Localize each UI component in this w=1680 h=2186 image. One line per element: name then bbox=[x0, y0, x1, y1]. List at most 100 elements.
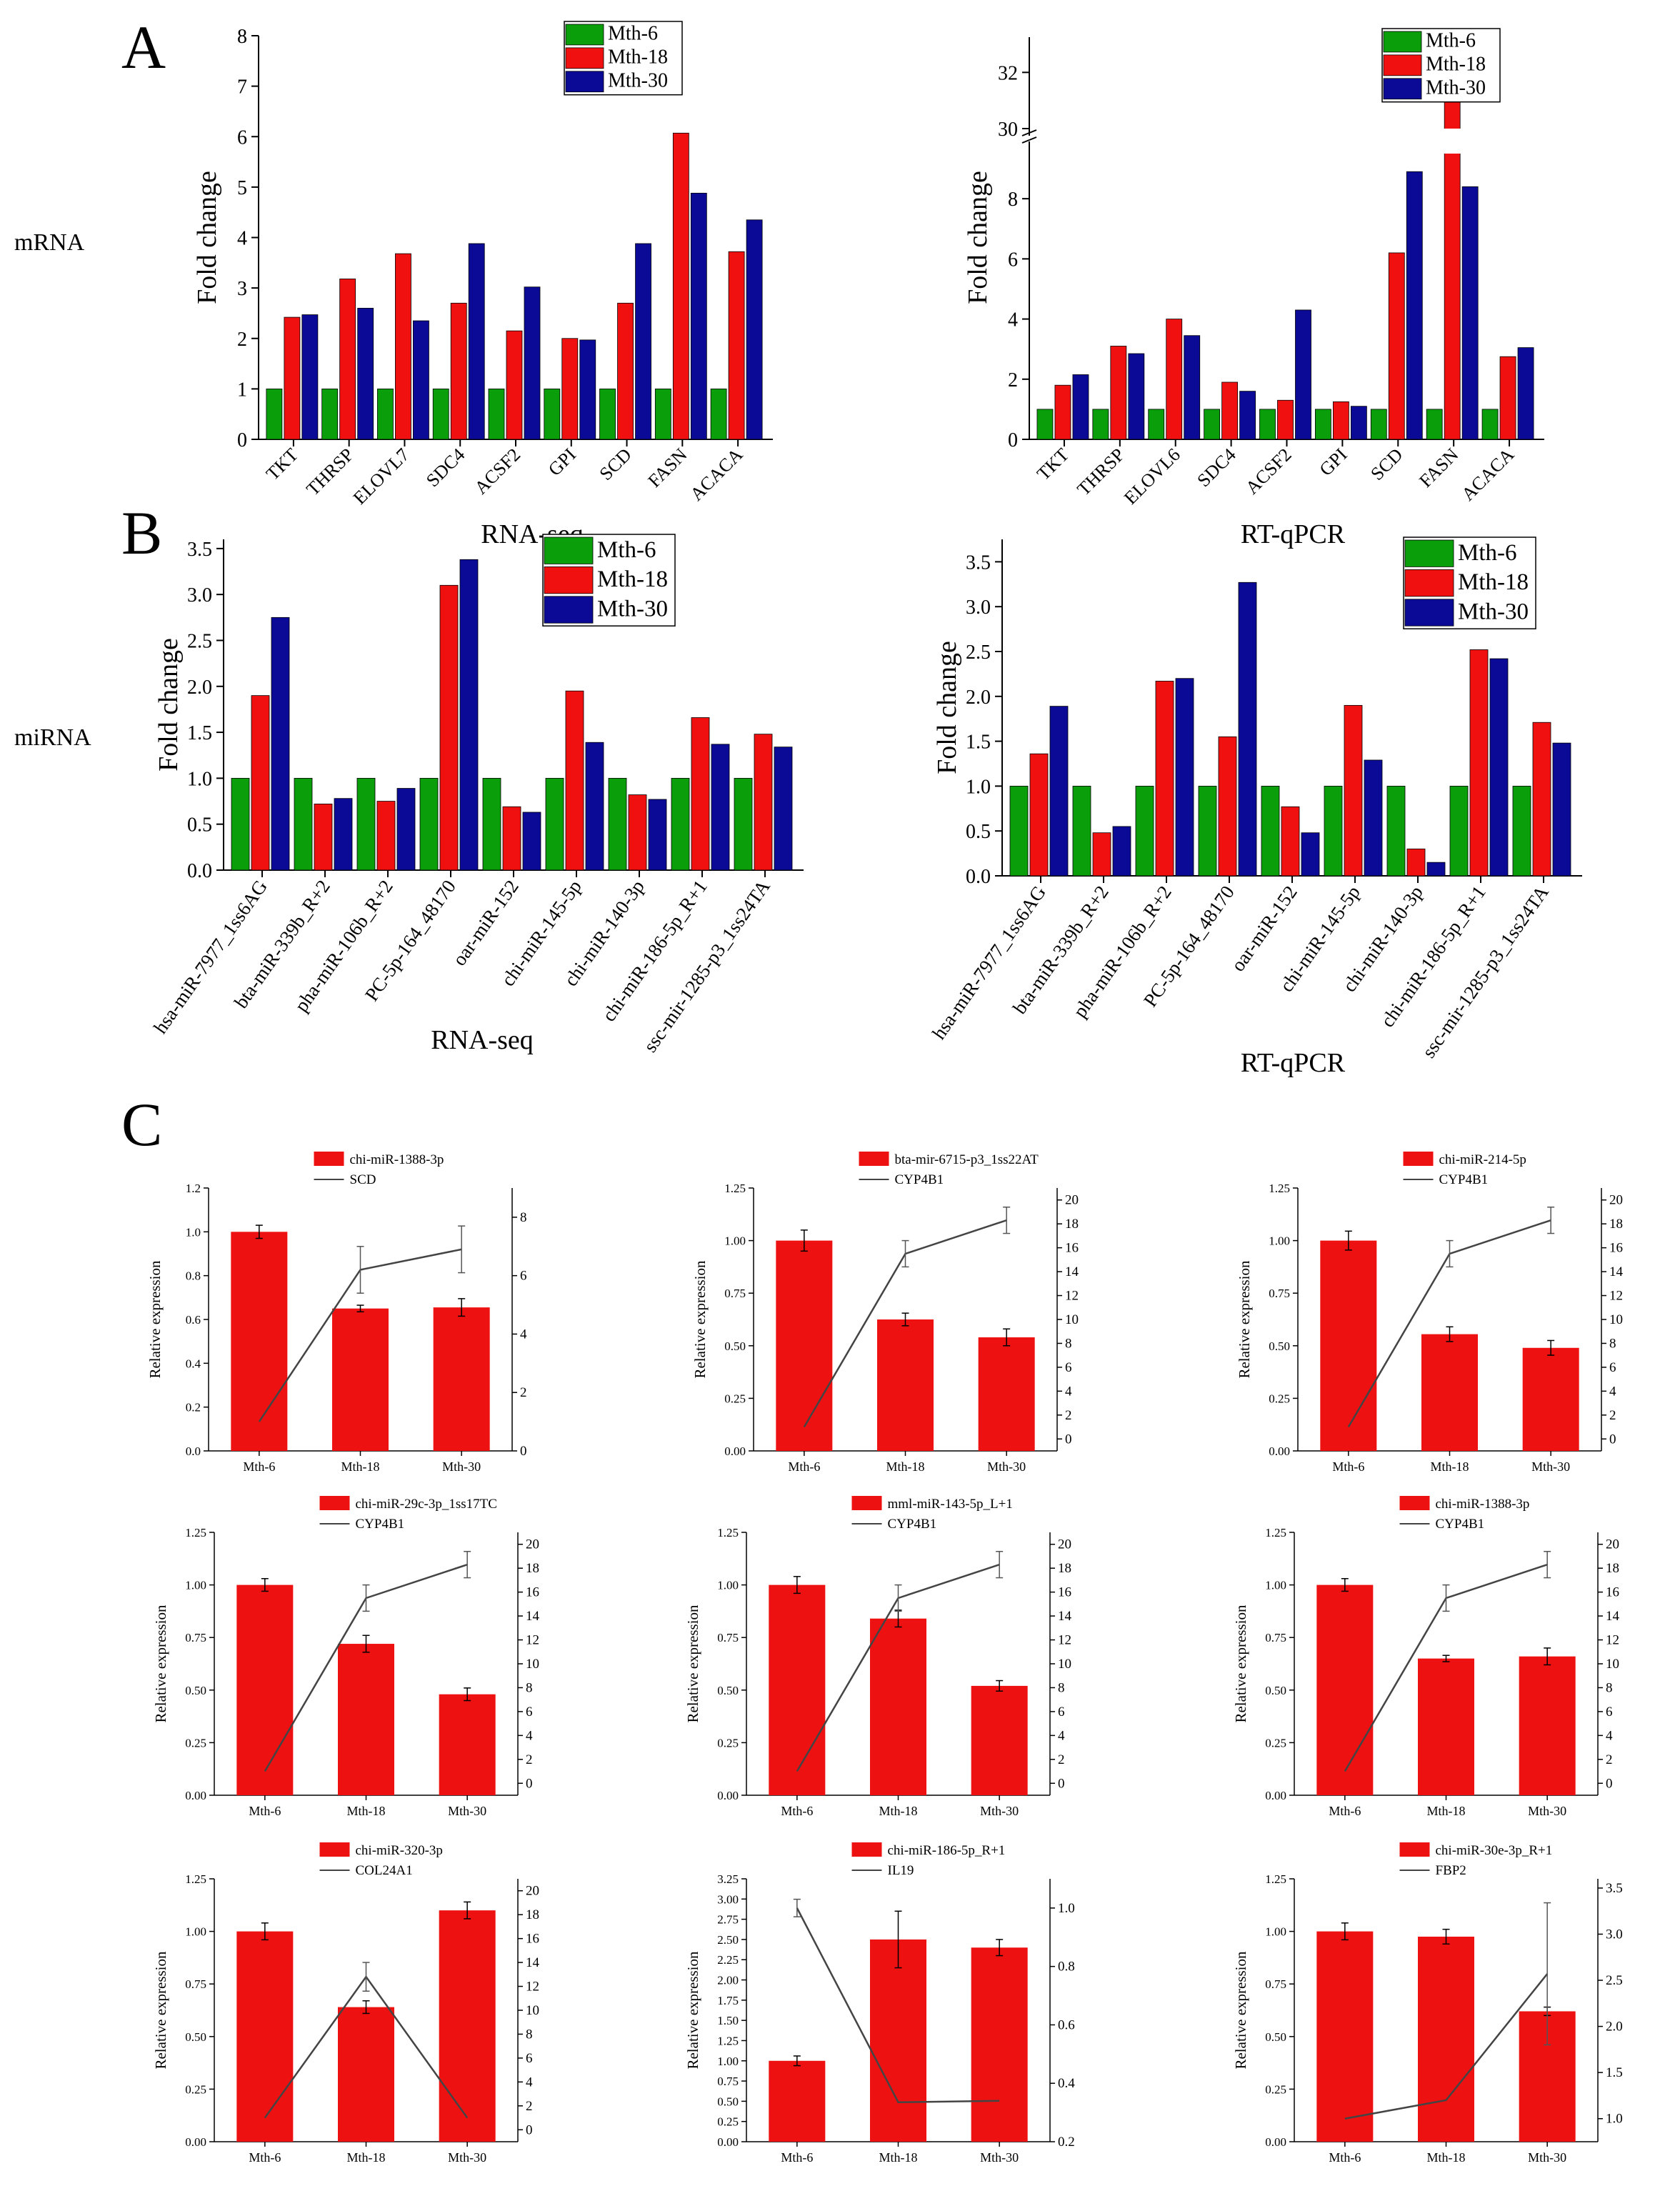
bar-mth-6 bbox=[545, 777, 564, 871]
y-tick-label: 32 bbox=[998, 62, 1018, 84]
x-axis-label: RT-qPCR bbox=[1241, 1048, 1346, 1078]
legend-swatch-bar bbox=[859, 1152, 889, 1166]
x-tick-label: Mth-18 bbox=[1427, 2150, 1466, 2165]
bar-mth-18 bbox=[691, 717, 710, 871]
x-tick-label: Mth-6 bbox=[1329, 1804, 1361, 1818]
y-tick-label-right: 2 bbox=[1065, 1408, 1072, 1423]
bar-mth-18 bbox=[1499, 356, 1516, 440]
y-tick-label-left: 1.00 bbox=[185, 1579, 206, 1592]
y-tick-label-left: 0.00 bbox=[724, 1444, 746, 1458]
legend-swatch-bar bbox=[851, 1842, 882, 1857]
legend-entry: Mth-6 bbox=[1458, 540, 1517, 566]
y-tick-label: 0.0 bbox=[187, 860, 212, 882]
y-tick-label: 1.5 bbox=[187, 722, 212, 744]
bar-mth-6 bbox=[377, 388, 394, 440]
legend-swatch-bar bbox=[319, 1496, 350, 1510]
y-tick-label: 7 bbox=[237, 76, 247, 99]
bar-mth-18 bbox=[506, 330, 523, 440]
y-tick-label-left: 0.75 bbox=[1265, 1631, 1286, 1645]
x-tick-label: Mth-18 bbox=[879, 1804, 918, 1818]
y-tick-label-right: 2 bbox=[526, 2099, 533, 2114]
bar-relative-expression bbox=[971, 1685, 1028, 1795]
bar-relative-expression bbox=[1421, 1334, 1478, 1451]
bar-mth-18 bbox=[376, 801, 396, 871]
x-tick-label: Mth-18 bbox=[1427, 1804, 1466, 1818]
bar-relative-expression bbox=[338, 1644, 394, 1795]
x-tick-label: Mth-6 bbox=[1329, 2150, 1361, 2165]
y-tick-label-right: 10 bbox=[1606, 1657, 1619, 1672]
bar-mth-6 bbox=[1449, 786, 1469, 877]
y-axis-label: Relative expression bbox=[684, 1951, 701, 2070]
y-tick-label-right: 10 bbox=[526, 2003, 539, 2018]
y-tick-label: 0.0 bbox=[966, 866, 991, 888]
y-tick-label-right: 14 bbox=[1058, 1609, 1072, 1624]
y-tick-label-right: 16 bbox=[1609, 1241, 1623, 1256]
y-tick-label-left: 1.25 bbox=[1269, 1182, 1290, 1195]
y-tick-label-right: 8 bbox=[1058, 1680, 1065, 1695]
legend-entry: Mth-18 bbox=[1426, 54, 1486, 76]
bar-relative-expression bbox=[769, 1584, 826, 1795]
y-tick-label-left: 0.25 bbox=[724, 1392, 746, 1405]
bar-relative-expression bbox=[439, 1910, 496, 2142]
bar-mth-30 bbox=[459, 559, 479, 871]
bar-mth-30 bbox=[1489, 658, 1509, 877]
bar-mth-18 bbox=[1332, 401, 1349, 440]
bar-mth-6 bbox=[710, 388, 727, 440]
bar-relative-expression bbox=[1316, 1931, 1374, 2142]
x-tick-label: Mth-30 bbox=[448, 2150, 486, 2165]
bar-mth-30 bbox=[413, 320, 429, 440]
y-tick-label: 4 bbox=[237, 228, 247, 250]
x-tick-label: Mth-18 bbox=[347, 1804, 386, 1818]
bar-mth-6 bbox=[1314, 409, 1331, 440]
bar-mth-30 bbox=[357, 307, 374, 440]
y-tick-label-right: 14 bbox=[526, 1609, 540, 1624]
y-tick-label-left: 0.25 bbox=[1265, 1736, 1286, 1750]
y-tick-label-right: 4 bbox=[1609, 1384, 1616, 1399]
axis-break-mark bbox=[1021, 136, 1037, 144]
bar-relative-expression bbox=[433, 1307, 490, 1451]
bar-mth-30 bbox=[334, 798, 353, 871]
y-tick-label-right: 12 bbox=[1058, 1633, 1071, 1648]
y-tick-label-right: 0 bbox=[1606, 1776, 1613, 1791]
bar-relative-expression bbox=[1418, 1936, 1474, 2142]
bar-mth-18 bbox=[1221, 381, 1239, 440]
bar-mth-18 bbox=[1155, 681, 1174, 877]
bar-mth-6 bbox=[1386, 786, 1406, 877]
bar-mth-6 bbox=[1259, 409, 1276, 440]
y-tick-label-left: 3.00 bbox=[717, 1892, 739, 1906]
y-tick-label-right: 4 bbox=[1606, 1728, 1613, 1743]
y-tick-label-right: 20 bbox=[1058, 1537, 1071, 1552]
y-tick-label: 6 bbox=[237, 126, 247, 149]
bar-relative-expression bbox=[236, 1584, 294, 1795]
y-tick-label-right: 10 bbox=[1609, 1312, 1623, 1327]
y-tick-label: 1.5 bbox=[966, 732, 991, 754]
bar-mth-30 bbox=[1406, 171, 1423, 440]
legend-entry-line: COL24A1 bbox=[356, 1863, 413, 1878]
bar-mth-6 bbox=[432, 388, 449, 440]
y-tick-label-left: 0.00 bbox=[1265, 2135, 1286, 2149]
y-tick-label-left: 1.25 bbox=[717, 1526, 739, 1539]
bar-relative-expression bbox=[332, 1308, 389, 1451]
y-tick-label-right: 2 bbox=[1606, 1752, 1613, 1767]
x-tick-label: Mth-18 bbox=[341, 1459, 380, 1474]
y-tick-label-right: 2 bbox=[520, 1385, 527, 1400]
bar-mth-18 bbox=[1406, 848, 1426, 877]
bar-mth-30 bbox=[524, 286, 541, 440]
bar-mth-18 bbox=[1469, 649, 1489, 877]
y-tick-label: 1.0 bbox=[187, 768, 212, 790]
bar-mth-30 bbox=[1175, 678, 1194, 877]
legend-swatch-bar bbox=[1399, 1496, 1430, 1510]
x-axis-label: RT-qPCR bbox=[1241, 519, 1346, 549]
y-tick-label-left: 1.75 bbox=[717, 1994, 739, 2007]
y-tick-label: 1.0 bbox=[966, 776, 991, 798]
legend-entry: Mth-30 bbox=[1426, 76, 1486, 99]
bar-mth-6 bbox=[1135, 786, 1154, 877]
legend-swatch bbox=[1404, 539, 1454, 567]
legend-swatch bbox=[1383, 78, 1422, 100]
row-label-mirna: miRNA bbox=[14, 724, 91, 751]
bar-mth-18 bbox=[502, 806, 521, 871]
legend-entry-line: SCD bbox=[350, 1172, 376, 1187]
y-tick-label-right: 2 bbox=[1058, 1752, 1065, 1767]
bar-relative-expression bbox=[439, 1694, 496, 1795]
x-tick-label: ssc-mir-1285-p3_1ss24TA bbox=[639, 876, 774, 1057]
